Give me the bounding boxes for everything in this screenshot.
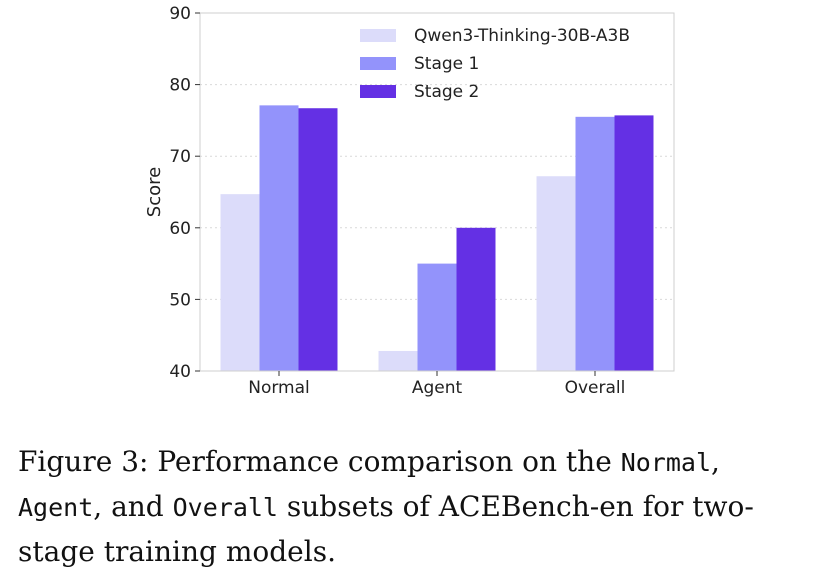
- figure-label: Figure 3:: [18, 445, 149, 478]
- y-axis-label: Score: [144, 167, 165, 217]
- bar-overall-series-3: [614, 115, 654, 371]
- bar-overall-series-2: [575, 116, 615, 371]
- bar-normal-series-3: [298, 108, 338, 371]
- bar-chart: Score 40 50 60 70 80 90 Normal Agent Overall Qwe…: [144, 4, 675, 398]
- caption-text-2: ,: [711, 445, 720, 478]
- bar-normal-series-2: [259, 105, 299, 371]
- caption-code-normal: Normal: [620, 448, 711, 477]
- figure-caption: Figure 3: Performance comparison on the …: [18, 440, 808, 574]
- caption-text-3: , and: [93, 490, 173, 523]
- bar-agent-series-2: [417, 263, 457, 371]
- y-tick-label: 60: [169, 219, 191, 239]
- chart-container: Score 40 50 60 70 80 90 Normal Agent Overall Qwe…: [144, 4, 675, 398]
- x-tick-label-overall: Overall: [565, 378, 626, 398]
- legend: Qwen3-Thinking-30B-A3B Stage 1 Stage 2: [360, 26, 630, 102]
- ticks: 40 50 60 70 80 90 Normal Agent Overall: [169, 4, 625, 398]
- legend-label-3: Stage 2: [414, 82, 479, 102]
- legend-label-1: Qwen3-Thinking-30B-A3B: [414, 26, 630, 46]
- caption-text-4: subsets of ACEBench-en for two-stage tra…: [18, 490, 754, 568]
- bars: [220, 105, 654, 371]
- x-tick-label-normal: Normal: [248, 378, 310, 398]
- legend-swatch-1: [360, 29, 396, 42]
- legend-swatch-2: [360, 57, 396, 70]
- caption-text-1: Performance comparison on the: [148, 445, 621, 478]
- caption-code-agent: Agent: [18, 493, 94, 522]
- y-tick-label: 80: [169, 76, 191, 96]
- y-tick-label: 50: [169, 290, 191, 310]
- bar-overall-series-1: [536, 176, 576, 371]
- y-tick-label: 70: [169, 147, 191, 167]
- bar-agent-series-3: [456, 227, 496, 371]
- x-tick-label-agent: Agent: [412, 378, 463, 398]
- y-tick-label: 40: [169, 362, 191, 382]
- legend-swatch-3: [360, 85, 396, 98]
- bar-agent-series-1: [378, 350, 418, 371]
- caption-code-overall: Overall: [172, 493, 278, 522]
- legend-label-2: Stage 1: [414, 54, 479, 74]
- bar-normal-series-1: [220, 194, 260, 371]
- y-tick-label: 90: [169, 4, 191, 24]
